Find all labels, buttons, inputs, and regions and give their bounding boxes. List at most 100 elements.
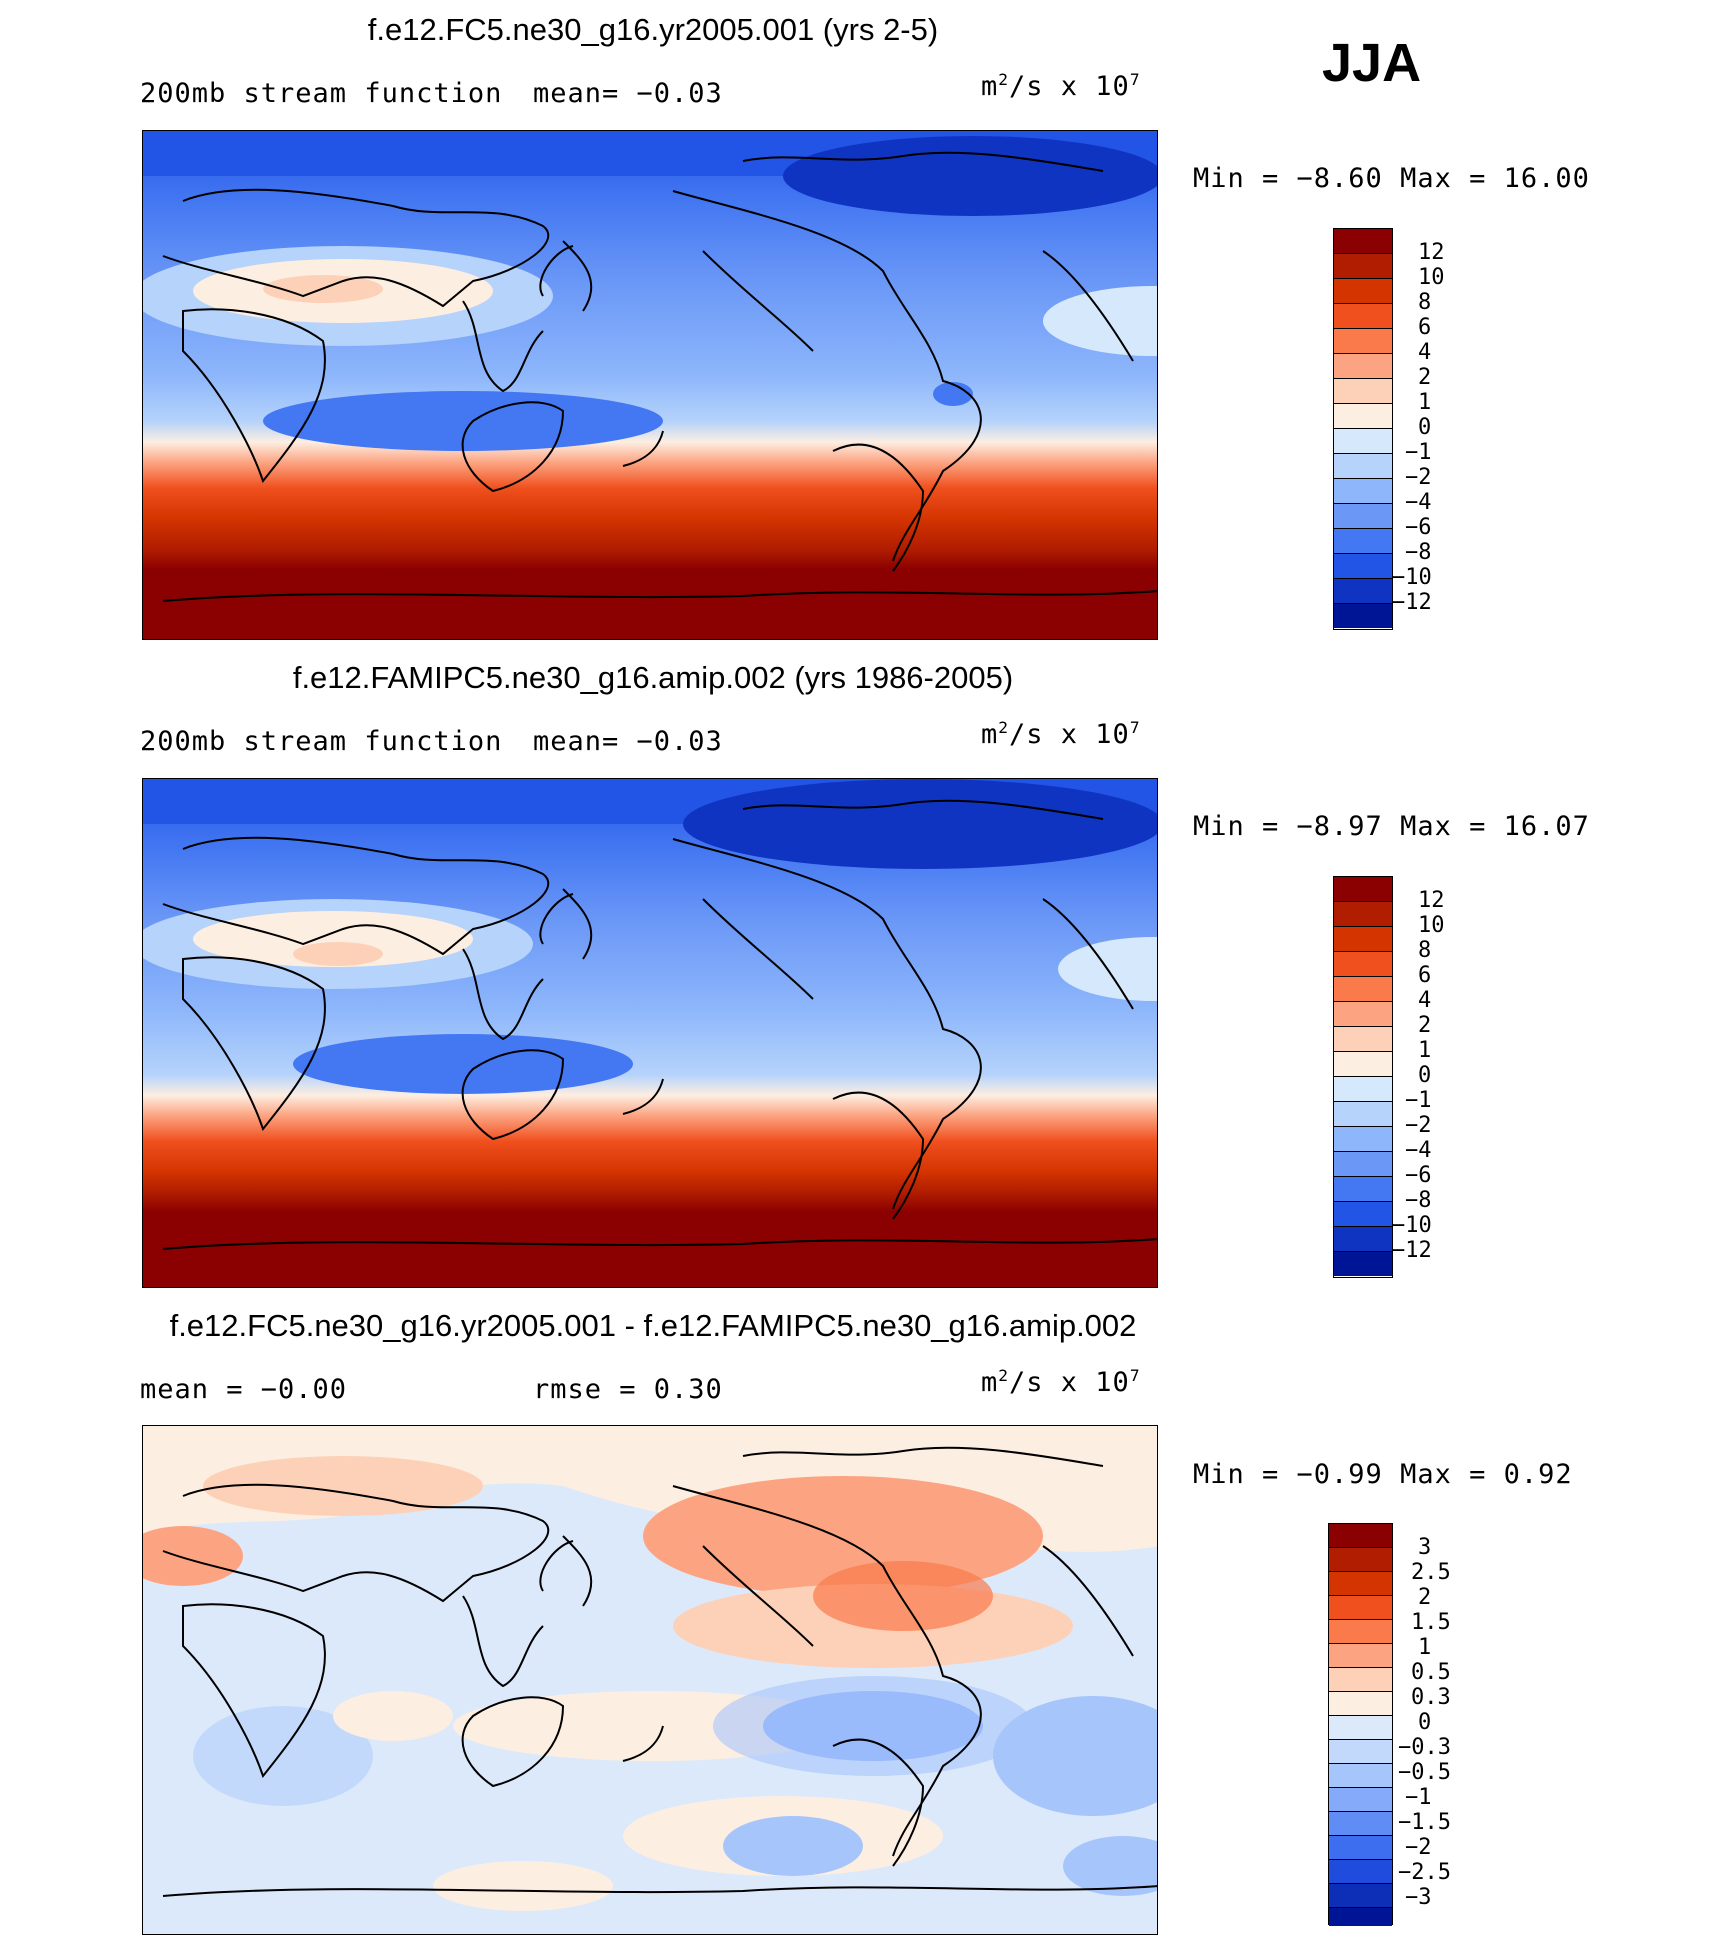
south-pacific-low-outer	[713, 1676, 1033, 1776]
colorbar-label: 0	[1418, 1063, 1432, 1088]
colorbar-swatch	[1329, 1740, 1392, 1764]
colorbar-label: −3	[1405, 1885, 1432, 1910]
colorbar-label: 4	[1418, 340, 1432, 365]
colorbar-swatch	[1334, 877, 1392, 902]
colorbar-label: −2	[1405, 1835, 1432, 1860]
panel-1-map	[142, 130, 1158, 640]
colorbar-label: −4	[1405, 1138, 1432, 1163]
panel-3-rmse: rmse = 0.30	[533, 1374, 723, 1405]
asian-high-core	[193, 911, 473, 967]
colorbar-label: −0.5	[1398, 1760, 1451, 1785]
arctic-low	[683, 779, 1157, 869]
arctic-low	[783, 136, 1157, 216]
southern-ocean-low	[723, 1816, 863, 1876]
panel-3-mean: mean = −0.00	[140, 1374, 348, 1405]
colorbar-label: −12	[1392, 1238, 1432, 1263]
coastlines	[162, 799, 1157, 1250]
indian-ocean-low	[263, 391, 663, 451]
colorbar-swatch	[1334, 1177, 1392, 1202]
colorbar-swatch	[1334, 902, 1392, 927]
colorbar-label: 2.5	[1411, 1560, 1451, 1585]
colorbar-label: 0.3	[1411, 1685, 1451, 1710]
colorbar-swatch	[1334, 554, 1392, 579]
colorbar-label: −1	[1405, 440, 1432, 465]
colorbar-swatch	[1329, 1620, 1392, 1644]
colorbar-swatch	[1334, 977, 1392, 1002]
coastlines	[162, 1446, 1157, 1897]
southern-positive-anomaly	[433, 1861, 613, 1911]
colorbar-label: −4	[1405, 490, 1432, 515]
panel-3-units: m2/s x 107	[981, 1366, 1141, 1398]
panel-2-title: f.e12.FAMIPC5.ne30_g16.amip.002 (yrs 198…	[292, 660, 1014, 695]
colorbar-label: 12	[1418, 240, 1445, 265]
panel-2-units: m2/s x 107	[981, 718, 1141, 750]
colorbar-label: −2	[1405, 465, 1432, 490]
colorbar-label: 1	[1418, 390, 1432, 415]
colorbar-swatch	[1334, 229, 1392, 254]
panel-1-title: f.e12.FC5.ne30_g16.yr2005.001 (yrs 2-5)	[367, 12, 939, 47]
colorbar-label: 2	[1418, 1013, 1432, 1038]
season-label: JJA	[1322, 33, 1422, 93]
colorbar-label: 1	[1418, 1635, 1432, 1660]
colorbar-swatch	[1334, 454, 1392, 479]
scandinavia-anomaly	[143, 1526, 243, 1586]
colorbar-swatch	[1329, 1572, 1392, 1596]
colorbar-swatch	[1334, 529, 1392, 554]
coastlines	[162, 151, 1157, 602]
atlantic-anomaly-core	[813, 1561, 993, 1631]
colorbar-label: −2.5	[1398, 1860, 1451, 1885]
colorbar-swatch	[1334, 1077, 1392, 1102]
colorbar-swatch	[1329, 1836, 1392, 1860]
colorbar-swatch	[1334, 1227, 1392, 1252]
colorbar-swatch	[1334, 254, 1392, 279]
colorbar-swatch	[1334, 329, 1392, 354]
colorbar-swatch	[1334, 1252, 1392, 1276]
colorbar-swatch	[1329, 1716, 1392, 1740]
colorbar-label: −1	[1405, 1088, 1432, 1113]
south-atlantic-anomaly	[1063, 1836, 1157, 1896]
colorbar-swatch	[1334, 1202, 1392, 1227]
colorbar-swatch	[1334, 304, 1392, 329]
colorbar-swatch	[1329, 1644, 1392, 1668]
colorbar-swatch	[1329, 1908, 1392, 1926]
colorbar-label: 6	[1418, 315, 1432, 340]
panel-2-mean: mean= −0.03	[533, 726, 723, 757]
colorbar-label: 1.5	[1411, 1610, 1451, 1635]
colorbar-swatch	[1334, 379, 1392, 404]
panel-3-minmax: Min = −0.99 Max = 0.92	[1193, 1459, 1573, 1490]
colorbar-swatch	[1334, 279, 1392, 304]
colorbar-swatch	[1329, 1884, 1392, 1908]
panel-2-field-label: 200mb stream function	[140, 726, 503, 757]
colorbar-label: −12	[1392, 590, 1432, 615]
colorbar-label: −8	[1405, 540, 1432, 565]
colorbar-swatch	[1329, 1812, 1392, 1836]
panel-2-colorbar	[1333, 876, 1393, 1278]
colorbar-label: 6	[1418, 963, 1432, 988]
colorbar-swatch	[1334, 579, 1392, 604]
indian-ocean-low	[293, 1034, 633, 1094]
colorbar-label: −10	[1392, 565, 1432, 590]
colorbar-label: 12	[1418, 888, 1445, 913]
colorbar-swatch	[1329, 1524, 1392, 1548]
europe-anomaly	[203, 1456, 483, 1516]
panel-3-colorbar	[1328, 1523, 1393, 1926]
colorbar-swatch	[1329, 1692, 1392, 1716]
colorbar-label: 10	[1418, 913, 1445, 938]
colorbar-label: 10	[1418, 265, 1445, 290]
colorbar-label: −1	[1405, 1785, 1432, 1810]
colorbar-label: −8	[1405, 1188, 1432, 1213]
colorbar-swatch	[1334, 1152, 1392, 1177]
colorbar-label: 0	[1418, 415, 1432, 440]
panel-2-minmax: Min = −8.97 Max = 16.07	[1193, 811, 1590, 842]
colorbar-swatch	[1329, 1596, 1392, 1620]
colorbar-swatch	[1334, 952, 1392, 977]
colorbar-swatch	[1334, 404, 1392, 429]
asian-high-max	[293, 942, 383, 966]
colorbar-swatch	[1334, 479, 1392, 504]
colorbar-label: 8	[1418, 290, 1432, 315]
colorbar-label: −10	[1392, 1213, 1432, 1238]
atlantic-high	[1043, 286, 1157, 356]
colorbar-swatch	[1329, 1548, 1392, 1572]
colorbar-label: −0.3	[1398, 1735, 1451, 1760]
colorbar-label: −2	[1405, 1113, 1432, 1138]
